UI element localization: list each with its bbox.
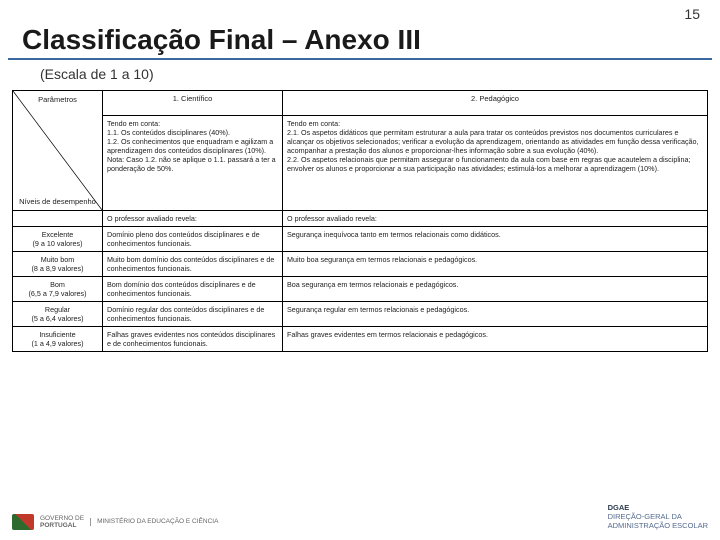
gov-text: GOVERNO DE PORTUGAL [40,515,84,529]
ped-cell: Boa segurança em termos relacionais e pe… [283,277,708,302]
table-row: Muito bom(8 a 8,9 valores)Muito bom domí… [13,252,708,277]
level-cell: Excelente(9 a 10 valores) [13,227,103,252]
level-cell: Muito bom(8 a 8,9 valores) [13,252,103,277]
intro-pedagogico: Tendo em conta: 2.1. Os aspetos didático… [283,116,708,211]
sci-cell: Muito bom domínio dos conteúdos discipli… [103,252,283,277]
level-name: Excelente [17,230,98,239]
page-title: Classificação Final – Anexo III [8,0,712,60]
ped-cell: Segurança inequívoca tanto em termos rel… [283,227,708,252]
ped-cell: Segurança regular em termos relacionais … [283,302,708,327]
sci-cell: Domínio pleno dos conteúdos disciplinare… [103,227,283,252]
table-intro-row: Tendo em conta: 1.1. Os conteúdos discip… [13,116,708,211]
page-footer: GOVERNO DE PORTUGAL MINISTÉRIO DA EDUCAÇ… [12,503,708,530]
footer-left: GOVERNO DE PORTUGAL MINISTÉRIO DA EDUCAÇ… [12,514,218,530]
sci-cell: Bom domínio dos conteúdos disciplinares … [103,277,283,302]
portugal-logo-icon [12,514,34,530]
level-cell: Bom(6,5 a 7,9 valores) [13,277,103,302]
sci-cell: Falhas graves evidentes nos conteúdos di… [103,327,283,352]
level-name: Regular [17,305,98,314]
intro-cientifico: Tendo em conta: 1.1. Os conteúdos discip… [103,116,283,211]
level-range: (1 a 4,9 valores) [17,339,98,348]
level-range: (8 a 8,9 valores) [17,264,98,273]
reveal-cientifico: O professor avaliado revela: [103,211,283,227]
org-line2: DIREÇÃO-GERAL DA [608,512,682,521]
sci-cell: Domínio regular dos conteúdos disciplina… [103,302,283,327]
level-range: (5 a 6,4 valores) [17,314,98,323]
level-name: Muito bom [17,255,98,264]
ped-cell: Muito boa segurança em termos relacionai… [283,252,708,277]
ministry-text: MINISTÉRIO DA EDUCAÇÃO E CIÊNCIA [90,518,218,525]
gov-line2: PORTUGAL [40,522,76,529]
diagonal-line-icon [13,91,102,210]
level-name: Bom [17,280,98,289]
org-line1: DGAE [608,503,630,512]
org-line3: ADMINISTRAÇÃO ESCOLAR [608,521,708,530]
header-cientifico: 1. Científico [103,91,283,116]
level-range: (9 a 10 valores) [17,239,98,248]
table-row: Excelente(9 a 10 valores)Domínio pleno d… [13,227,708,252]
footer-right: DGAE DIREÇÃO-GERAL DA ADMINISTRAÇÃO ESCO… [608,503,708,530]
page-subtitle: (Escala de 1 a 10) [0,66,720,86]
page-number: 15 [684,6,700,22]
level-cell: Regular(5 a 6,4 valores) [13,302,103,327]
header-niveis: Níveis de desempenho [13,197,102,206]
table-reveal-row: O professor avaliado revela: O professor… [13,211,708,227]
table-row: Insuficiente(1 a 4,9 valores)Falhas grav… [13,327,708,352]
table-row: Regular(5 a 6,4 valores)Domínio regular … [13,302,708,327]
ped-cell: Falhas graves evidentes em termos relaci… [283,327,708,352]
level-name: Insuficiente [17,330,98,339]
empty-cell [13,211,103,227]
header-parametros: Parâmetros [13,95,102,104]
diagonal-header-cell: Parâmetros Níveis de desempenho [13,91,103,211]
level-cell: Insuficiente(1 a 4,9 valores) [13,327,103,352]
table-row: Bom(6,5 a 7,9 valores)Bom domínio dos co… [13,277,708,302]
level-range: (6,5 a 7,9 valores) [17,289,98,298]
gov-line1: GOVERNO DE [40,515,84,522]
header-pedagogico: 2. Pedagógico [283,91,708,116]
reveal-pedagogico: O professor avaliado revela: [283,211,708,227]
classification-table: Parâmetros Níveis de desempenho 1. Cient… [12,90,708,352]
table-header-row: Parâmetros Níveis de desempenho 1. Cient… [13,91,708,116]
